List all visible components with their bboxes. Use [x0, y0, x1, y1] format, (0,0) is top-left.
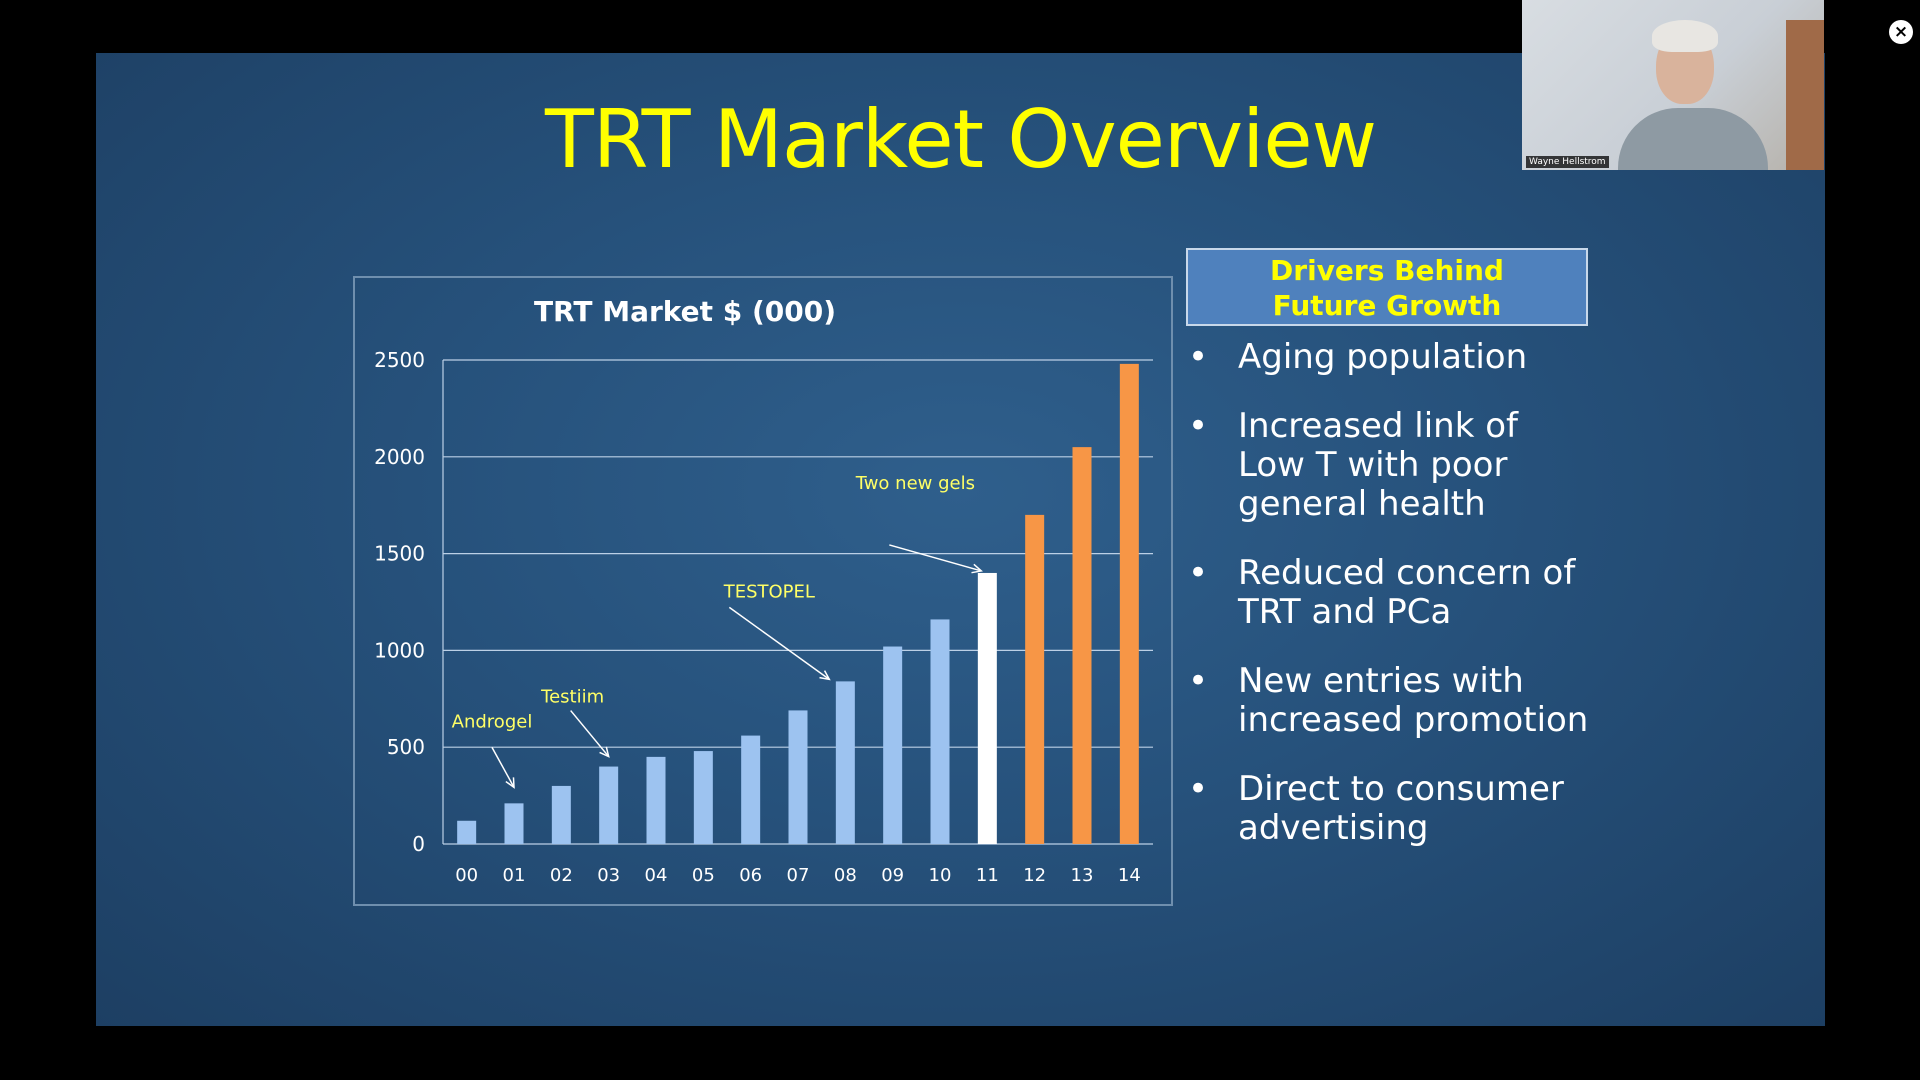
x-tick-label: 08 [834, 865, 857, 886]
chart-annotation: Two new gels [855, 473, 975, 494]
annotation-arrow-head [971, 563, 983, 574]
chart-annotation: TESTOPEL [723, 581, 815, 602]
bar-13 [1072, 447, 1092, 844]
bullet-dot: • [1188, 769, 1209, 809]
bar-00 [457, 820, 477, 844]
drivers-heading-line2: Future Growth [1272, 289, 1502, 322]
annotation-arrow-head [819, 670, 831, 681]
slide-title: TRT Market Overview [545, 93, 1377, 186]
bar-10 [930, 619, 950, 844]
driver-bullet-line: general health [1238, 484, 1486, 524]
x-tick-label: 01 [503, 865, 526, 886]
x-tick-label: 05 [692, 865, 715, 886]
driver-bullet: • Increased link of Low T with poor general… [1186, 407, 1606, 524]
participant-body [1618, 108, 1768, 170]
participant-video-tile[interactable]: Wayne Hellstrom [1522, 0, 1824, 170]
x-tick-label: 09 [881, 865, 904, 886]
y-tick-label: 0 [412, 832, 425, 856]
bar-03 [599, 766, 619, 844]
bar-12 [1025, 514, 1045, 844]
annotation-arrow-line [570, 710, 610, 758]
driver-bullet-line: advertising [1238, 808, 1429, 848]
chart-title: TRT Market $ (000) [534, 295, 836, 328]
bar-11 [977, 572, 997, 844]
presentation-slide: TRT Market Overview TRT Market $ (000) 0 5… [96, 53, 1825, 1026]
y-tick-label: 1000 [374, 638, 425, 662]
bar-14 [1119, 363, 1139, 844]
bar-02 [551, 785, 571, 844]
annotation-arrow-line [728, 606, 830, 680]
chart-annotation: Testiim [540, 687, 604, 708]
x-tick-label: 07 [787, 865, 810, 886]
driver-bullet-line: TRT and PCa [1238, 592, 1452, 632]
bar-08 [835, 681, 855, 844]
x-tick-label: 10 [929, 865, 952, 886]
driver-bullet-line: New entries with [1238, 661, 1524, 701]
x-tick-label: 12 [1023, 865, 1046, 886]
bullet-dot: • [1188, 406, 1209, 446]
x-tick-label: 13 [1071, 865, 1094, 886]
bullet-dot: • [1188, 553, 1209, 593]
drivers-heading-box: Drivers Behind Future Growth [1186, 248, 1588, 326]
bar-07 [788, 710, 808, 844]
annotation-arrow-head [505, 777, 515, 789]
x-tick-label: 04 [645, 865, 668, 886]
x-tick-label: 11 [976, 865, 999, 886]
bar-04 [646, 756, 666, 844]
bar-05 [693, 751, 713, 844]
drivers-heading-line1: Drivers Behind [1270, 254, 1504, 287]
bar-chart: TRT Market $ (000) 0 500 1000 1500 2000 2500 00… [353, 276, 1173, 906]
participant-name-tag: Wayne Hellstrom [1526, 156, 1609, 168]
driver-bullet: • Aging population [1186, 338, 1606, 377]
driver-bullet-line: Low T with poor [1238, 445, 1508, 485]
bullet-dot: • [1188, 661, 1209, 701]
video-background-door [1786, 20, 1824, 170]
x-tick-label: 14 [1118, 865, 1141, 886]
driver-bullet: • Direct to consumer advertising [1186, 770, 1606, 848]
chart-annotation: Androgel [452, 711, 533, 732]
y-tick-label: 2000 [374, 445, 425, 469]
driver-bullet-line: Reduced concern of [1238, 553, 1576, 593]
participant-hair [1652, 20, 1718, 52]
close-icon[interactable]: × [1889, 20, 1913, 44]
driver-bullet-line: Direct to consumer [1238, 769, 1564, 809]
driver-bullet-line: Increased link of [1238, 406, 1518, 446]
x-tick-label: 02 [550, 865, 573, 886]
driver-bullet: • Reduced concern of TRT and PCa [1186, 554, 1606, 632]
bar-09 [883, 646, 903, 844]
drivers-bullet-list: • Aging population • Increased link of Low T… [1186, 338, 1606, 878]
y-tick-label: 2500 [374, 348, 425, 372]
driver-bullet: • New entries with increased promotion [1186, 662, 1606, 740]
annotation-arrow-line [491, 746, 515, 788]
annotation-arrow-line [889, 544, 982, 572]
y-tick-label: 1500 [374, 542, 425, 566]
chart-svg: TRT Market $ (000)0500100015002000250000… [374, 295, 1153, 886]
x-tick-label: 00 [455, 865, 478, 886]
x-tick-label: 03 [597, 865, 620, 886]
bar-01 [504, 803, 524, 844]
annotation-arrow-head [599, 746, 610, 758]
driver-bullet-line: increased promotion [1238, 700, 1589, 740]
bullet-dot: • [1188, 337, 1209, 377]
x-tick-label: 06 [739, 865, 762, 886]
bar-06 [741, 735, 761, 844]
driver-bullet-line: Aging population [1238, 337, 1528, 377]
y-tick-label: 500 [387, 735, 425, 759]
